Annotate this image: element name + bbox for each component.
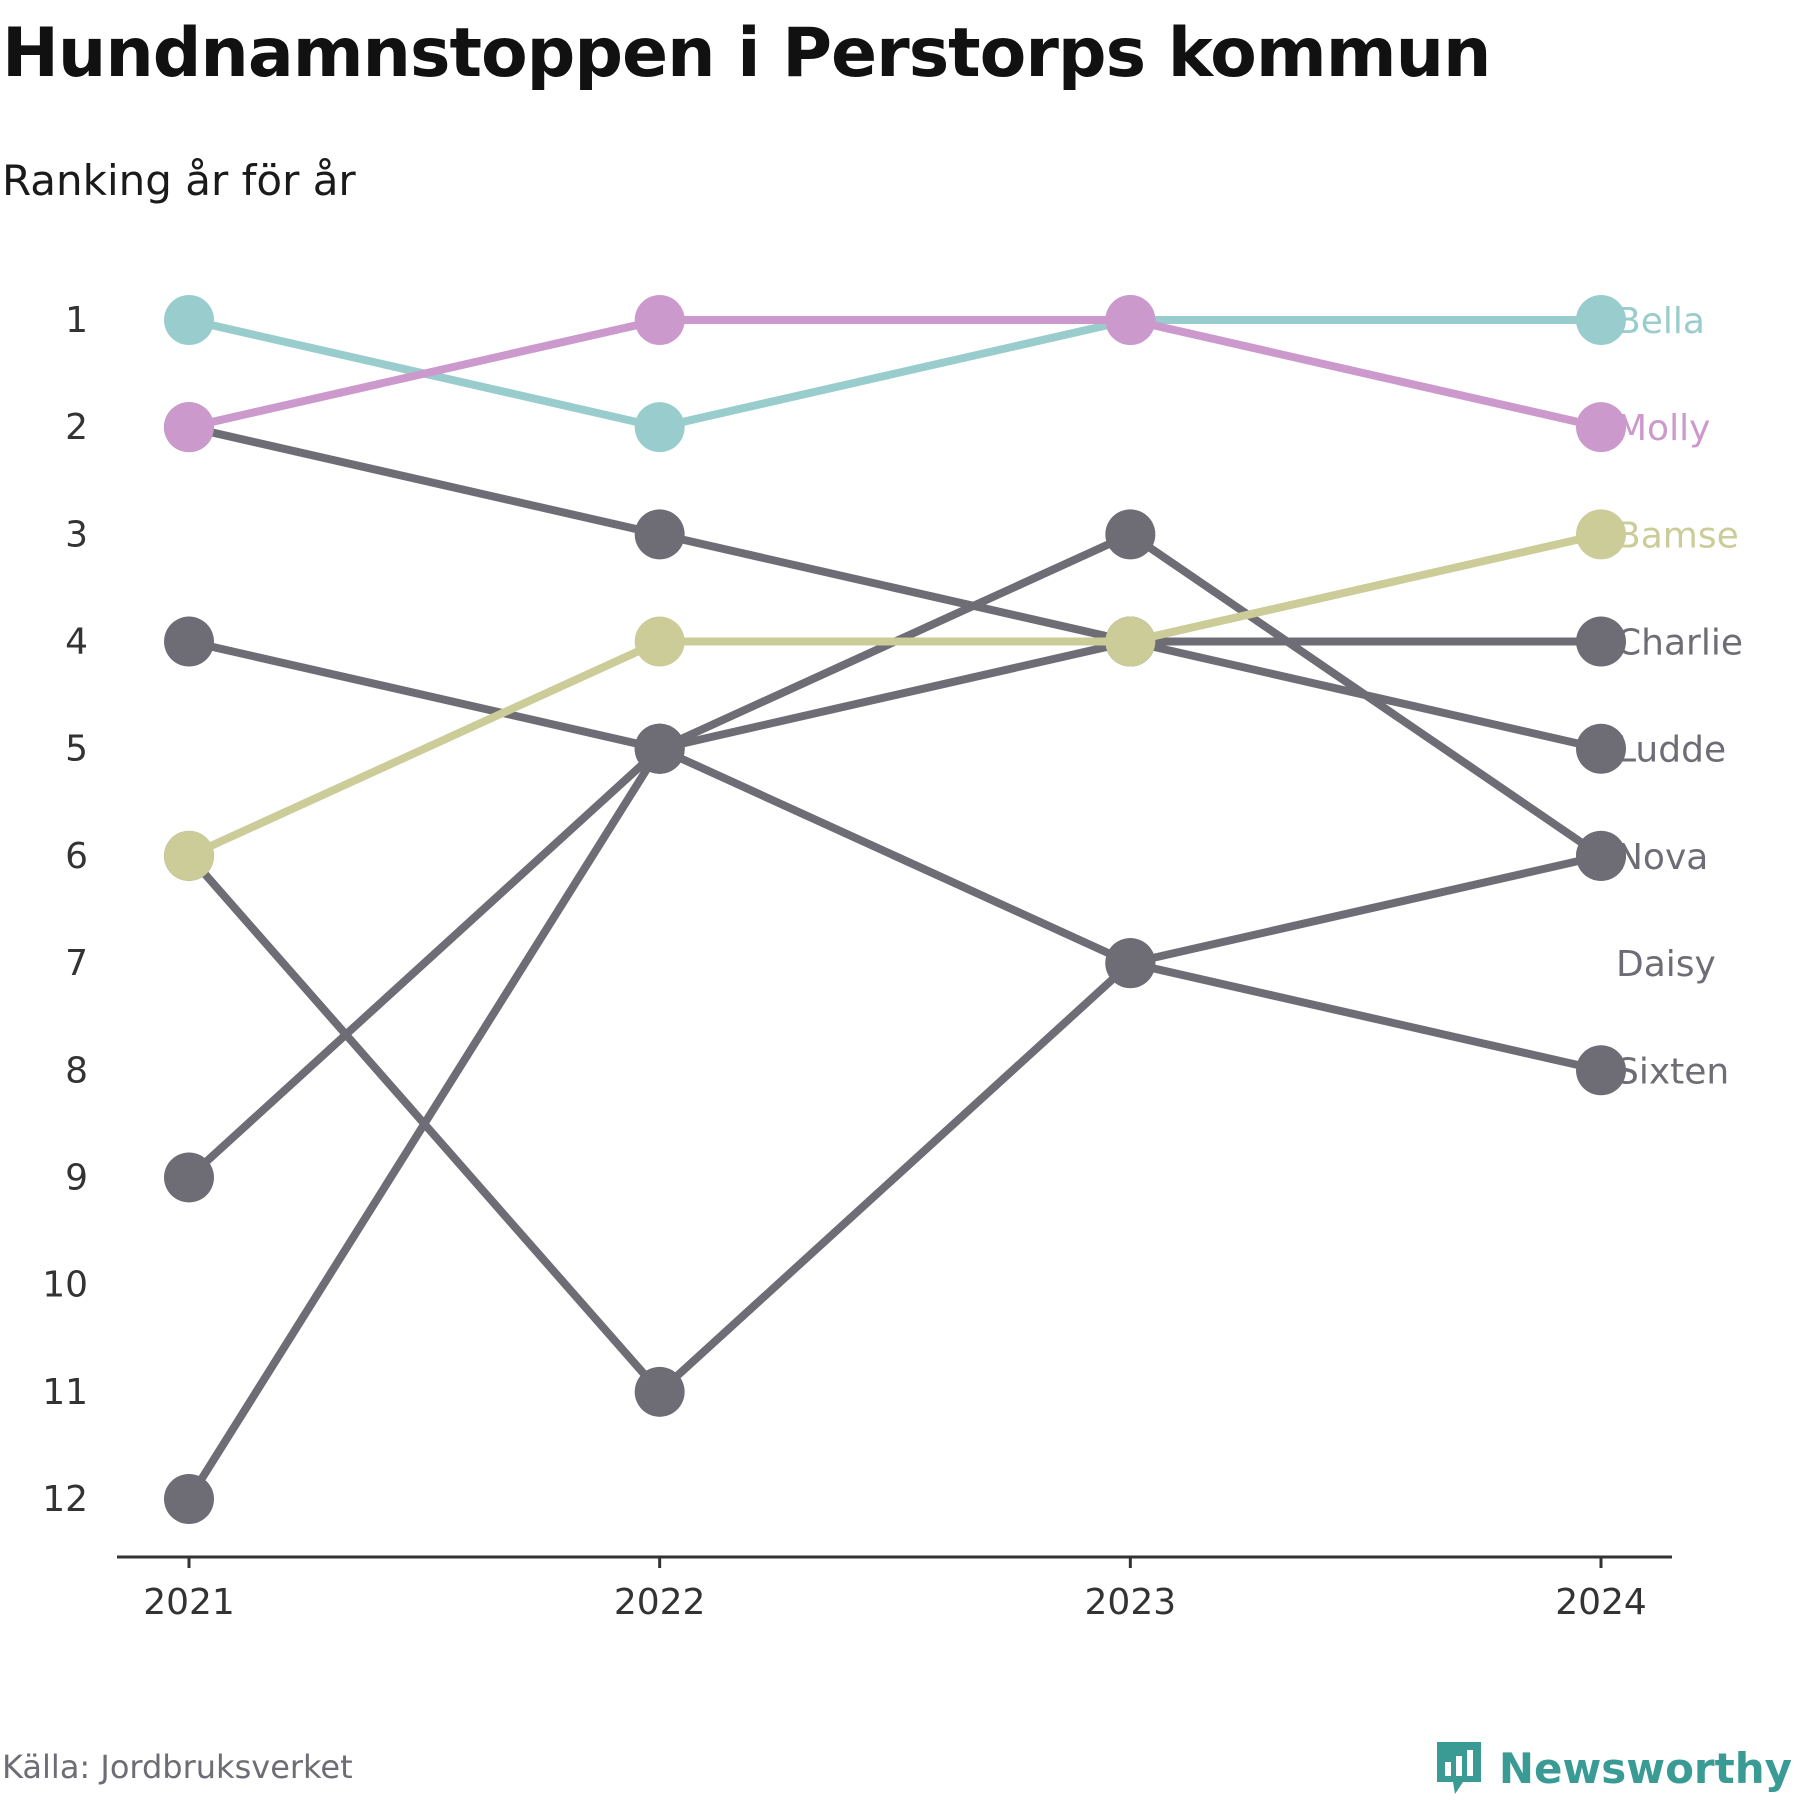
data-point-molly [1105,295,1156,345]
brand-logo: Newsworthy [1433,1738,1792,1798]
series-label-sixten: Sixten [1616,1051,1729,1092]
data-point-ludde [164,1474,214,1524]
y-tick-label: 9 [65,1157,88,1198]
data-point-bamse [1576,509,1626,560]
series-line-ludde [185,637,1605,1503]
data-point-bella [164,295,214,345]
brand-name: Newsworthy [1498,1743,1792,1793]
series-label-bella: Bella [1616,301,1705,342]
y-tick-label: 3 [65,514,88,555]
data-point-charlie [634,509,685,560]
y-tick-label: 8 [65,1050,88,1091]
data-point-nova [1105,509,1156,560]
data-point-daisy [634,1366,685,1417]
data-point-molly [1576,402,1626,453]
data-point-bella [634,402,685,453]
data-point-sixten [1576,1045,1626,1096]
series-label-ludde: Ludde [1616,730,1726,771]
series-label-nova: Nova [1616,837,1708,878]
y-tick-label: 6 [65,836,88,877]
data-point-bella [1576,295,1626,345]
data-point-bamse [1105,616,1156,667]
series-line-molly [185,316,1605,432]
bar-chart-speech-bubble-icon [1436,1742,1481,1794]
series-line-bamse [185,530,1605,860]
data-point-bamse [634,616,685,667]
data-point-nova [164,1152,214,1203]
data-point-daisy [1576,830,1626,881]
series-line-sixten [185,637,1605,1075]
x-tick-label: 2023 [1085,1582,1177,1623]
y-tick-label: 10 [42,1265,88,1306]
y-tick-label: 5 [65,729,88,770]
series-label-molly: Molly [1616,408,1710,449]
data-point-sixten [1105,938,1156,989]
series-line-charlie [185,423,1605,646]
chart-title: Hundnamnstoppen i Perstorps kommun [2,14,1491,93]
y-tick-label: 7 [65,943,88,984]
series-line-bella [185,316,1605,432]
chart-subtitle: Ranking år för år [2,156,356,205]
y-tick-label: 2 [65,407,88,448]
data-point-sixten [164,616,214,667]
series-label-bamse: Bamse [1616,515,1739,556]
source-note: Källa: Jordbruksverket [2,1748,353,1786]
data-point-bamse [164,830,214,881]
y-tick-label: 1 [65,300,88,341]
x-tick-label: 2024 [1555,1582,1647,1623]
y-tick-label: 12 [42,1479,88,1520]
data-point-molly [634,295,685,345]
data-point-charlie [1576,616,1626,667]
y-tick-label: 11 [42,1372,88,1413]
data-point-molly [164,402,214,453]
x-tick-label: 2021 [143,1582,235,1623]
series-label-charlie: Charlie [1616,623,1743,664]
data-point-ludde [1576,723,1626,774]
series-line-daisy [185,851,1605,1396]
data-point-sixten [634,723,685,774]
series-label-daisy: Daisy [1616,944,1716,985]
y-tick-label: 4 [65,622,88,663]
x-tick-label: 2022 [614,1582,706,1623]
